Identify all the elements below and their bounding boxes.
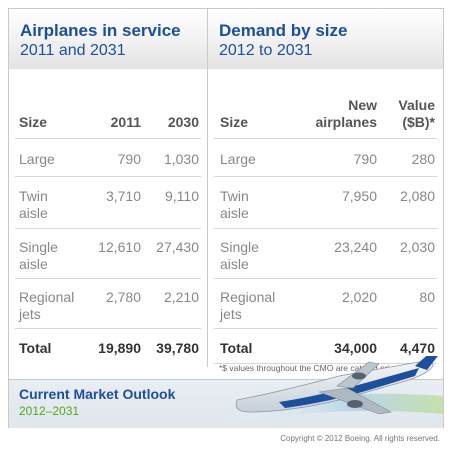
row-value-2030: 2,210 bbox=[163, 289, 199, 305]
row-value-new: 7,950 bbox=[341, 188, 377, 204]
row-label-line2: aisle bbox=[19, 256, 48, 272]
total-new: 34,000 bbox=[334, 340, 377, 356]
row-divider bbox=[214, 328, 437, 329]
row-label: Single bbox=[19, 239, 58, 255]
header-new-airplanes-line2: airplanes bbox=[315, 114, 377, 130]
left-subtitle: 2011 and 2031 bbox=[20, 42, 126, 59]
row-label: Regional bbox=[220, 289, 276, 305]
row-label: Large bbox=[220, 151, 256, 167]
total-label: Total bbox=[220, 340, 253, 356]
row-value-2030: 27,430 bbox=[156, 239, 199, 255]
row-value-2011: 2,780 bbox=[105, 289, 141, 305]
right-subtitle: 2012 to 2031 bbox=[219, 42, 313, 59]
header-2011: 2011 bbox=[110, 114, 141, 130]
row-value-dollars: 80 bbox=[419, 289, 435, 305]
row-label: Single bbox=[220, 239, 259, 255]
total-dollars: 4,470 bbox=[399, 340, 435, 356]
header-size: Size bbox=[19, 114, 48, 130]
row-value-dollars: 280 bbox=[411, 151, 435, 167]
header-2030: 2030 bbox=[167, 114, 199, 130]
row-divider bbox=[15, 328, 201, 329]
row-divider bbox=[214, 278, 437, 279]
row-divider bbox=[214, 176, 437, 177]
header-band bbox=[9, 9, 443, 69]
row-divider bbox=[15, 176, 201, 177]
row-value-2030: 1,030 bbox=[163, 151, 199, 167]
column-divider bbox=[207, 9, 208, 367]
row-divider bbox=[214, 138, 437, 139]
footer-years: 2012–2031 bbox=[19, 404, 80, 418]
footer-title: Current Market Outlook bbox=[19, 386, 176, 402]
left-header: Airplanes in service 2011 and 2031 bbox=[20, 21, 181, 61]
header-value: Value bbox=[398, 97, 435, 113]
total-2030: 39,780 bbox=[156, 340, 199, 356]
copyright-notice: Copyright © 2012 Boeing. All rights rese… bbox=[280, 434, 440, 443]
row-value-2011: 12,610 bbox=[98, 239, 141, 255]
right-header: Demand by size 2012 to 2031 bbox=[219, 21, 348, 61]
row-value-new: 790 bbox=[353, 151, 377, 167]
row-divider bbox=[214, 228, 437, 229]
catalog-price-footnote: *$ values throughout the CMO are catalog… bbox=[219, 363, 406, 373]
row-value-2011: 790 bbox=[117, 151, 141, 167]
airplane-illustration bbox=[219, 356, 443, 426]
row-label: Large bbox=[19, 151, 55, 167]
row-label-line2: jets bbox=[220, 306, 242, 322]
row-value-2030: 9,110 bbox=[165, 188, 199, 204]
row-label: Regional bbox=[19, 289, 75, 305]
header-value-line2: ($B)* bbox=[402, 114, 435, 130]
row-value-new: 2,020 bbox=[341, 289, 377, 305]
row-value-dollars: 2,030 bbox=[399, 239, 435, 255]
header-size: Size bbox=[220, 114, 249, 130]
row-label: Twin bbox=[220, 188, 249, 204]
row-label-line2: aisle bbox=[220, 256, 249, 272]
row-divider bbox=[15, 228, 201, 229]
row-value-new: 23,240 bbox=[334, 239, 377, 255]
right-title: Demand by size bbox=[219, 21, 348, 40]
row-divider bbox=[15, 278, 201, 279]
row-divider bbox=[15, 138, 201, 139]
row-divider bbox=[214, 363, 437, 364]
row-value-dollars: 2,080 bbox=[399, 188, 435, 204]
footer-banner: Current Market Outlook 2012–2031 bbox=[9, 356, 443, 428]
left-title: Airplanes in service bbox=[20, 21, 181, 40]
row-label-line2: jets bbox=[19, 306, 41, 322]
row-label: Twin bbox=[19, 188, 48, 204]
total-label: Total bbox=[19, 340, 52, 356]
row-value-2011: 3,710 bbox=[105, 188, 141, 204]
outlook-card: Airplanes in service 2011 and 2031 Deman… bbox=[8, 8, 444, 428]
total-2011: 19,890 bbox=[98, 340, 141, 356]
row-label-line2: aisle bbox=[19, 205, 48, 221]
header-new-airplanes: New bbox=[348, 97, 377, 113]
row-label-line2: aisle bbox=[220, 205, 249, 221]
